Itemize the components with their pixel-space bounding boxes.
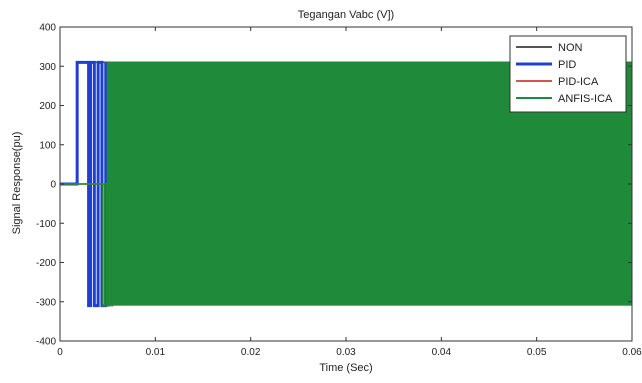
x-axis-label: Time (Sec) [319,362,372,374]
legend-label-pid: PID [558,59,576,71]
x-tick-label: 0.03 [336,347,356,358]
y-tick-label: 400 [39,23,56,34]
x-tick-label: 0.05 [527,347,547,358]
chart-title: Tegangan Vabc (V]) [298,9,394,21]
y-tick-label: -100 [36,219,56,230]
legend-label-pid-ica: PID-ICA [558,76,599,88]
x-tick-label: 0.06 [622,347,642,358]
y-tick-label: -400 [36,337,56,348]
y-tick-label: 200 [39,101,56,112]
x-tick-label: 0 [57,347,63,358]
x-tick-label: 0.02 [241,347,261,358]
y-tick-label: 300 [39,62,56,73]
x-tick-label: 0.04 [432,347,452,358]
x-tick-label: 0.01 [146,347,166,358]
legend-label-anfis-ica: ANFIS-ICA [558,93,613,105]
axes: 0 0.01 0.02 0.03 0.04 0.05 0.06 -400 -300 -200 -10… [36,23,642,359]
legend-label-non: NON [558,42,583,54]
y-tick-label: -300 [36,297,56,308]
y-tick-label: -200 [36,258,56,269]
y-tick-label: 100 [39,140,56,151]
legend-box [509,35,627,113]
y-axis-label: Signal Response(pu) [11,132,23,235]
series-pid-line [60,60,108,308]
legend: NON PID PID-ICA ANFIS-ICA [509,35,627,113]
y-tick-label: 0 [50,180,56,191]
